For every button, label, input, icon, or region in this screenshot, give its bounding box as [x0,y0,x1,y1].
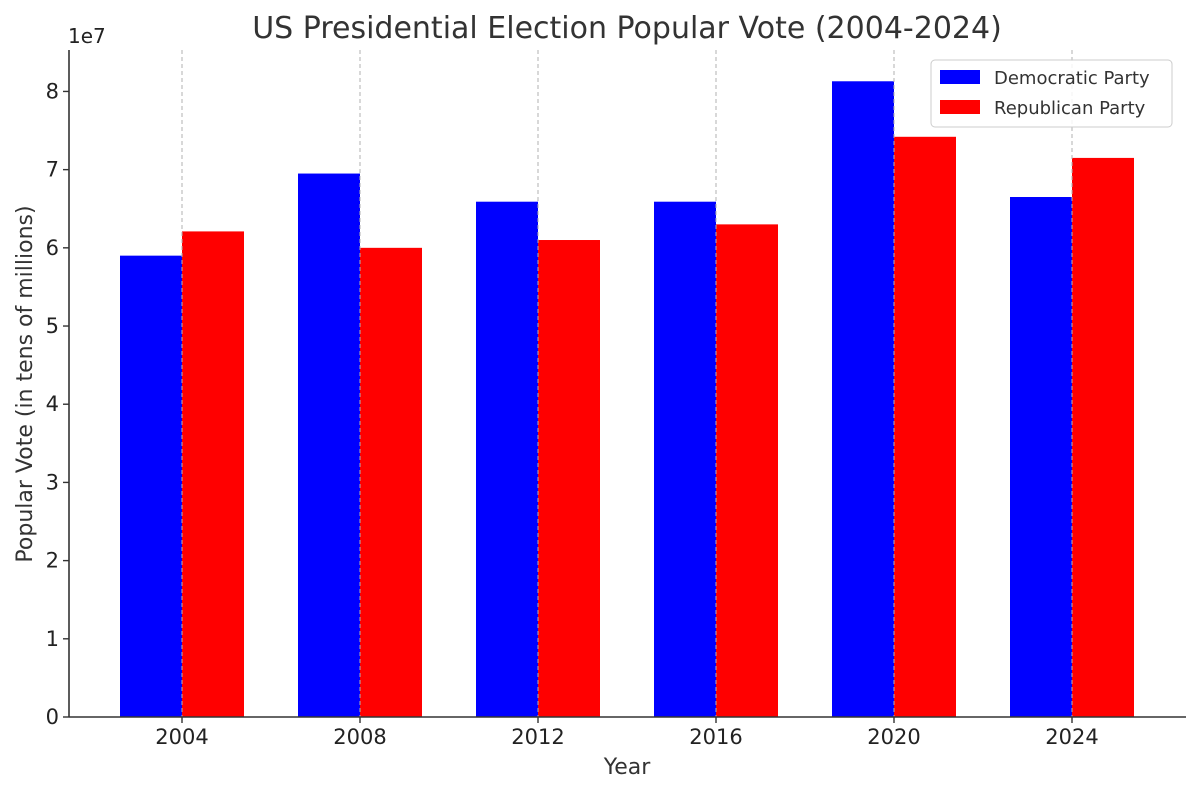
bar-democratic-2024 [1010,197,1072,717]
y-tick-label: 3 [46,470,59,494]
bar-democratic-2008 [298,173,360,717]
y-tick-label: 5 [46,314,59,338]
chart-title: US Presidential Election Popular Vote (2… [252,11,1002,46]
y-axis-label: Popular Vote (in tens of millions) [13,205,38,562]
y-tick-label: 0 [46,705,59,729]
bars [120,81,1134,718]
bar-democratic-2016 [654,201,716,718]
y-offset-label: 1e7 [68,24,106,48]
y-ticks: 0 1 2 3 4 5 6 7 8 [46,79,69,729]
y-tick-label: 6 [46,236,59,260]
legend-swatch-republican [940,100,980,114]
legend: Democratic Party Republican Party [930,59,1173,128]
bar-republican-2024 [1072,157,1134,717]
y-tick-label: 7 [46,158,59,182]
bar-democratic-2012 [476,201,538,718]
y-tick-label: 1 [46,627,59,651]
axes [68,50,1186,718]
legend-label-republican: Republican Party [994,98,1146,119]
x-ticks: 2004 2008 2012 2016 2020 2024 [155,717,1099,749]
y-tick-label: 8 [46,79,59,103]
legend-box [930,59,1173,128]
bar-republican-2020 [894,136,956,717]
bar-democratic-2004 [120,255,182,718]
x-tick-label: 2024 [1045,725,1098,749]
bar-republican-2012 [538,240,600,718]
x-tick-label: 2012 [511,725,564,749]
y-tick-label: 2 [46,549,59,573]
x-tick-label: 2020 [867,725,920,749]
bar-democratic-2020 [832,81,894,718]
x-tick-label: 2016 [689,725,742,749]
bar-republican-2008 [360,247,422,718]
bar-republican-2016 [716,224,778,718]
bar-republican-2004 [182,231,244,717]
legend-swatch-democratic [940,70,980,84]
x-tick-label: 2008 [333,725,386,749]
legend-label-democratic: Democratic Party [994,68,1150,89]
y-tick-label: 4 [46,392,59,416]
grid-lines [181,50,1073,717]
x-tick-label: 2004 [155,725,208,749]
x-axis-label: Year [603,755,652,780]
